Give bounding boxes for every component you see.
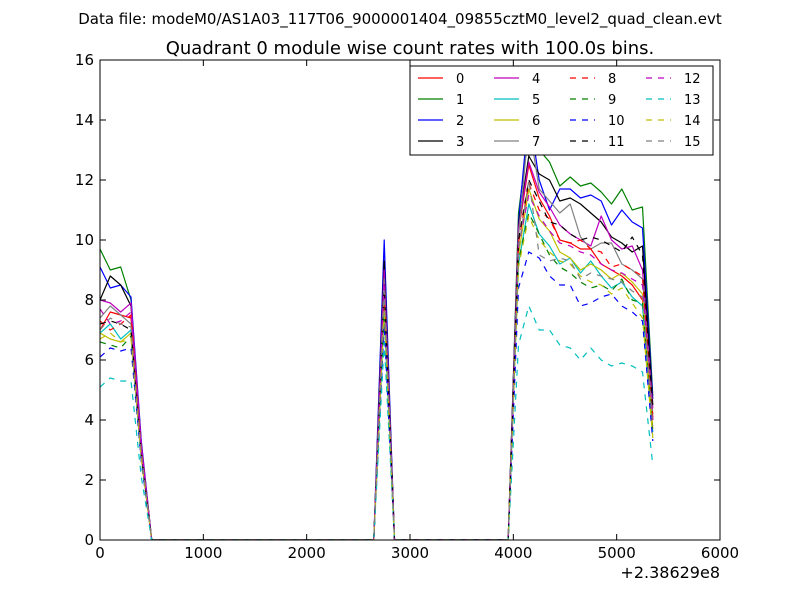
legend-label-4: 4 bbox=[532, 72, 540, 87]
y-tick-label: 2 bbox=[84, 471, 94, 489]
chart-title: Quadrant 0 module wise count rates with … bbox=[166, 38, 655, 59]
x-tick-label: 0 bbox=[95, 544, 105, 562]
series-line-10 bbox=[100, 251, 654, 540]
x-offset-label: +2.38629e8 bbox=[620, 563, 720, 582]
legend-label-5: 5 bbox=[532, 93, 540, 108]
legend-label-10: 10 bbox=[608, 114, 625, 129]
legend-label-14: 14 bbox=[684, 114, 701, 129]
y-tick-label: 8 bbox=[84, 291, 94, 309]
legend-label-3: 3 bbox=[456, 135, 464, 150]
legend-frame bbox=[409, 65, 714, 156]
y-tick-label: 16 bbox=[75, 51, 94, 69]
figure-suptitle: Data file: modeM0/AS1A03_117T06_90000014… bbox=[78, 10, 722, 29]
x-tick-label: 5000 bbox=[598, 544, 636, 562]
x-tick-label: 3000 bbox=[391, 544, 429, 562]
y-tick-label: 10 bbox=[75, 231, 94, 249]
x-tick-label: 4000 bbox=[494, 544, 532, 562]
y-tick-label: 4 bbox=[84, 411, 94, 429]
legend-label-11: 11 bbox=[608, 135, 625, 150]
legend-label-6: 6 bbox=[532, 114, 540, 129]
legend-label-2: 2 bbox=[456, 114, 464, 129]
y-tick-label: 6 bbox=[84, 351, 94, 369]
series-line-15 bbox=[100, 179, 654, 540]
legend-label-0: 0 bbox=[456, 72, 464, 87]
legend-label-9: 9 bbox=[608, 93, 616, 108]
series-line-14 bbox=[100, 215, 654, 540]
y-tick-label: 12 bbox=[75, 171, 94, 189]
series-line-13 bbox=[100, 305, 654, 540]
y-tick-label: 0 bbox=[84, 531, 94, 549]
legend-label-15: 15 bbox=[684, 135, 701, 150]
plot-area: 0 1000 2000 3000 4000 5000 6000024681012141601… bbox=[75, 51, 739, 562]
series-lines bbox=[100, 110, 654, 540]
legend-label-13: 13 bbox=[684, 93, 701, 108]
y-tick-label: 14 bbox=[75, 111, 94, 129]
legend-label-7: 7 bbox=[532, 135, 540, 150]
legend-label-8: 8 bbox=[608, 72, 616, 87]
series-line-9 bbox=[100, 212, 654, 540]
x-tick-label: 2000 bbox=[288, 544, 326, 562]
x-tick-label: 6000 bbox=[701, 544, 739, 562]
legend-label-12: 12 bbox=[684, 72, 701, 87]
legend-label-1: 1 bbox=[456, 93, 464, 108]
x-tick-label: 1000 bbox=[184, 544, 222, 562]
